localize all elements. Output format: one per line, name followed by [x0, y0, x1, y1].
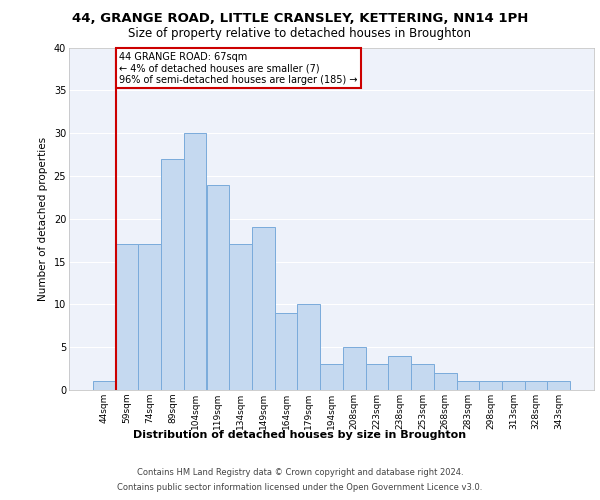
Bar: [457, 382, 479, 390]
Text: 44 GRANGE ROAD: 67sqm
← 4% of detached houses are smaller (7)
96% of semi-detach: 44 GRANGE ROAD: 67sqm ← 4% of detached h…: [119, 52, 358, 85]
Bar: [252, 228, 275, 390]
Bar: [161, 159, 184, 390]
Bar: [365, 364, 388, 390]
Bar: [184, 133, 206, 390]
Text: Size of property relative to detached houses in Broughton: Size of property relative to detached ho…: [128, 28, 472, 40]
Text: Distribution of detached houses by size in Broughton: Distribution of detached houses by size …: [133, 430, 467, 440]
Bar: [524, 382, 547, 390]
Bar: [388, 356, 411, 390]
Bar: [479, 382, 502, 390]
Bar: [502, 382, 524, 390]
Text: 44, GRANGE ROAD, LITTLE CRANSLEY, KETTERING, NN14 1PH: 44, GRANGE ROAD, LITTLE CRANSLEY, KETTER…: [72, 12, 528, 26]
Bar: [434, 373, 457, 390]
Bar: [275, 313, 298, 390]
Bar: [320, 364, 343, 390]
Bar: [116, 244, 139, 390]
Bar: [229, 244, 252, 390]
Text: Contains public sector information licensed under the Open Government Licence v3: Contains public sector information licen…: [118, 483, 482, 492]
Bar: [206, 184, 229, 390]
Bar: [93, 382, 116, 390]
Bar: [298, 304, 320, 390]
Bar: [343, 347, 365, 390]
Text: Contains HM Land Registry data © Crown copyright and database right 2024.: Contains HM Land Registry data © Crown c…: [137, 468, 463, 477]
Bar: [139, 244, 161, 390]
Y-axis label: Number of detached properties: Number of detached properties: [38, 136, 48, 301]
Bar: [411, 364, 434, 390]
Bar: [547, 382, 570, 390]
